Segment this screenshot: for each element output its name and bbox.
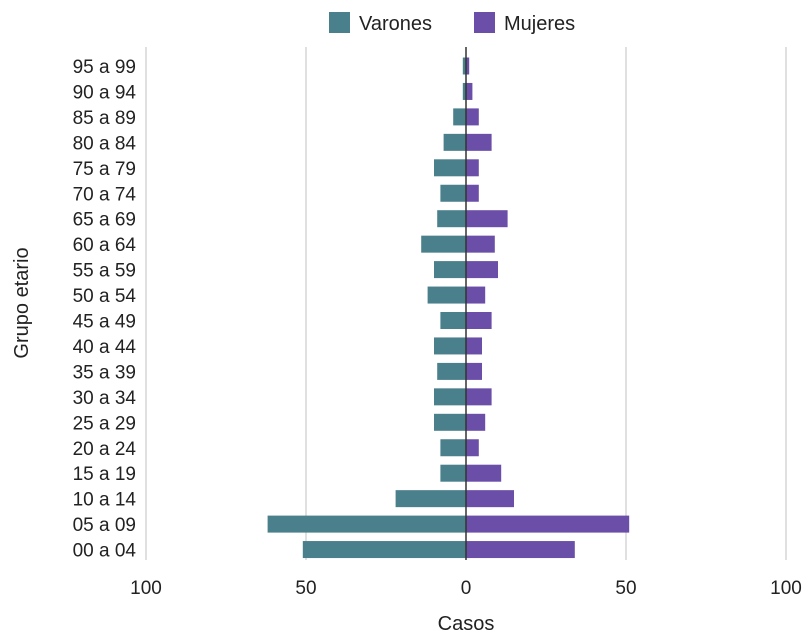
bar-varones-25-a-29	[434, 413, 466, 431]
category-label: 15 a 19	[73, 464, 136, 485]
bar-varones-00-a-04	[302, 541, 466, 559]
category-label: 40 a 44	[73, 337, 137, 358]
category-label: 95 a 99	[73, 57, 136, 78]
bar-varones-30-a-34	[434, 388, 466, 406]
bar-varones-75-a-79	[434, 159, 466, 177]
bar-mujeres-00-a-04	[466, 541, 575, 559]
category-label: 30 a 34	[73, 388, 137, 409]
category-label: 10 a 14	[73, 490, 137, 511]
category-label: 50 a 54	[73, 286, 137, 307]
category-label: 85 a 89	[73, 108, 136, 129]
category-label: 20 a 24	[73, 439, 137, 460]
category-label: 80 a 84	[73, 133, 137, 154]
grid-lines	[145, 47, 787, 560]
bars	[267, 57, 630, 559]
category-label: 70 a 74	[73, 184, 137, 205]
category-label: 65 a 69	[73, 210, 136, 231]
bar-varones-35-a-39	[437, 362, 466, 380]
x-tick-label: 50	[615, 578, 636, 599]
bar-varones-65-a-69	[437, 210, 466, 228]
legend-swatch-mujeres	[474, 12, 495, 33]
bar-mujeres-25-a-29	[466, 413, 486, 431]
bar-mujeres-15-a-19	[466, 464, 502, 482]
bar-mujeres-60-a-64	[466, 235, 495, 253]
bar-varones-85-a-89	[453, 108, 466, 126]
bar-varones-20-a-24	[440, 439, 466, 457]
bar-varones-90-a-94	[462, 82, 466, 100]
bar-varones-10-a-14	[395, 490, 466, 508]
bar-mujeres-80-a-84	[466, 133, 492, 151]
x-tick-labels: 100 50 0 50 100	[130, 578, 802, 599]
legend-label-mujeres: Mujeres	[504, 13, 575, 35]
category-labels: 95 a 99 90 a 94 85 a 89 80 a 84 75 a 79 70 a …	[73, 57, 137, 562]
bar-varones-95-a-99	[462, 57, 466, 75]
bar-mujeres-85-a-89	[466, 108, 479, 126]
bar-mujeres-50-a-54	[466, 286, 486, 304]
bar-mujeres-05-a-09	[466, 515, 630, 533]
category-label: 45 a 49	[73, 312, 136, 333]
legend: Varones Mujeres	[329, 12, 575, 35]
bar-varones-80-a-84	[443, 133, 466, 151]
bar-mujeres-75-a-79	[466, 159, 479, 177]
bar-mujeres-10-a-14	[466, 490, 514, 508]
category-label: 90 a 94	[73, 82, 137, 103]
bar-varones-40-a-44	[434, 337, 466, 355]
x-tick-label: 50	[295, 578, 316, 599]
category-label: 75 a 79	[73, 159, 136, 180]
bar-varones-50-a-54	[427, 286, 466, 304]
bar-varones-05-a-09	[267, 515, 466, 533]
bar-mujeres-45-a-49	[466, 312, 492, 329]
bar-mujeres-20-a-24	[466, 439, 479, 457]
bar-varones-45-a-49	[440, 312, 466, 329]
bar-mujeres-35-a-39	[466, 362, 482, 380]
x-tick-label: 100	[130, 578, 162, 599]
category-label: 55 a 59	[73, 261, 136, 282]
x-axis-title: Casos	[438, 613, 495, 632]
bar-varones-15-a-19	[440, 464, 466, 482]
x-tick-label: 0	[461, 578, 472, 599]
legend-swatch-varones	[329, 12, 350, 33]
bar-mujeres-70-a-74	[466, 184, 479, 202]
y-axis-title: Grupo etario	[11, 247, 33, 358]
bar-mujeres-40-a-44	[466, 337, 482, 355]
bar-mujeres-30-a-34	[466, 388, 492, 406]
category-label: 05 a 09	[73, 515, 136, 536]
bar-mujeres-65-a-69	[466, 210, 508, 228]
legend-label-varones: Varones	[359, 13, 432, 35]
bar-varones-55-a-59	[434, 261, 466, 279]
x-tick-label: 100	[770, 578, 802, 599]
bar-mujeres-55-a-59	[466, 261, 498, 279]
bar-varones-70-a-74	[440, 184, 466, 202]
bar-mujeres-90-a-94	[466, 82, 473, 100]
bar-varones-60-a-64	[421, 235, 466, 253]
category-label: 00 a 04	[73, 541, 137, 562]
category-label: 35 a 39	[73, 362, 136, 383]
bar-mujeres-95-a-99	[466, 57, 470, 75]
category-label: 60 a 64	[73, 235, 137, 256]
category-label: 25 a 29	[73, 413, 136, 434]
